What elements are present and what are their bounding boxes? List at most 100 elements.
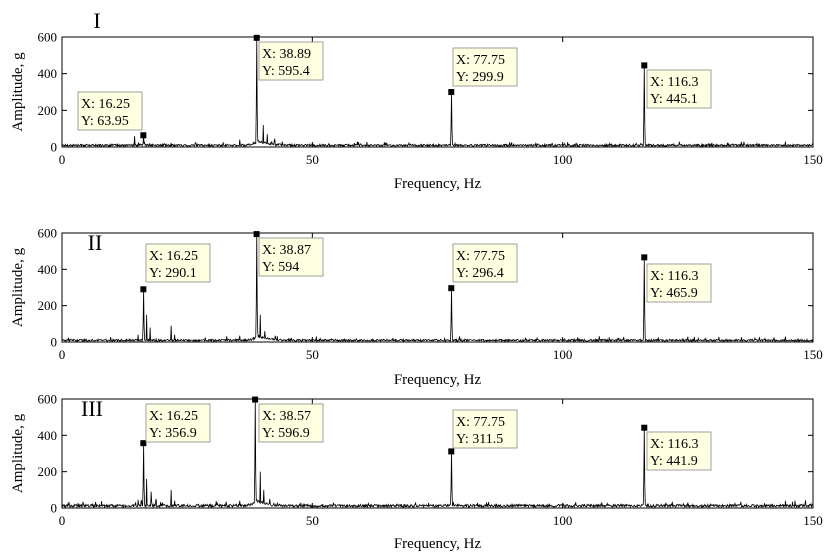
datatip[interactable]: X: 77.75 Y: 299.9: [452, 47, 518, 87]
peak-marker[interactable]: [252, 396, 259, 403]
y-tick-label: 400: [38, 66, 58, 81]
y-tick-label: 0: [51, 501, 58, 516]
panel-2: 0 50 100 150 0 200 400 600 Frequency, Hz Amplitud…: [10, 226, 823, 389]
plot-area: [61, 36, 814, 148]
peak-marker[interactable]: [140, 440, 147, 447]
y-axis-label: Amplitude, g: [10, 52, 26, 132]
peak-marker[interactable]: [641, 424, 648, 431]
panel-3: 0 50 100 150 0 200 400 600 Frequency, Hz Amplitud…: [10, 392, 823, 552]
datatip-x: X: 77.75: [456, 53, 505, 68]
y-tick-label: 400: [38, 262, 58, 277]
datatip-x: X: 16.25: [149, 409, 198, 424]
x-tick-label: 150: [803, 513, 823, 528]
peak-marker[interactable]: [448, 89, 455, 96]
datatip[interactable]: X: 16.25 Y: 63.95: [77, 91, 143, 131]
datatip-y: Y: 594: [262, 260, 299, 275]
datatip-box: [258, 237, 324, 277]
x-tick-label: 150: [803, 152, 823, 167]
x-tick-label: 100: [553, 152, 573, 167]
plot-area: [61, 398, 814, 509]
datatip-box: [452, 243, 518, 283]
x-axis-label: Frequency, Hz: [394, 176, 482, 192]
peak-marker[interactable]: [641, 254, 648, 261]
datatip[interactable]: X: 77.75 Y: 311.5: [452, 409, 518, 449]
y-tick-label: 200: [38, 298, 58, 313]
y-tick-label: 600: [38, 226, 58, 241]
datatip-y: Y: 596.9: [262, 426, 310, 441]
datatip-box: [145, 403, 211, 443]
x-axis-label: Frequency, Hz: [394, 372, 482, 388]
y-tick-label: 200: [38, 103, 58, 118]
datatip[interactable]: X: 16.25 Y: 290.1: [145, 243, 211, 283]
peak-marker[interactable]: [448, 285, 455, 292]
x-tick-label: 0: [59, 152, 66, 167]
datatip[interactable]: X: 116.3 Y: 465.9: [646, 263, 712, 303]
datatip-box: [77, 91, 143, 131]
peak-marker[interactable]: [140, 132, 147, 139]
x-tick-label: 50: [306, 152, 319, 167]
x-tick-label: 100: [553, 347, 573, 362]
datatip-y: Y: 63.95: [81, 114, 129, 129]
datatip-y: Y: 311.5: [456, 432, 503, 447]
datatip-box: [452, 47, 518, 87]
panel-1: 0 50 100 150 0 200 400 600 Frequency, Hz Amplitud…: [10, 8, 823, 192]
datatip-x: X: 38.57: [262, 409, 311, 424]
datatip-x: X: 77.75: [456, 415, 505, 430]
datatip-x: X: 77.75: [456, 249, 505, 264]
datatip-x: X: 38.89: [262, 47, 311, 62]
datatip-x: X: 116.3: [650, 437, 698, 452]
panel-label: II: [88, 230, 103, 255]
datatip-box: [145, 243, 211, 283]
datatip[interactable]: X: 77.75 Y: 296.4: [452, 243, 518, 283]
datatip-y: Y: 356.9: [149, 426, 197, 441]
datatip[interactable]: X: 38.89 Y: 595.4: [258, 41, 324, 81]
datatip-y: Y: 441.9: [650, 454, 698, 469]
datatip[interactable]: X: 38.57 Y: 596.9: [258, 403, 324, 443]
datatip[interactable]: X: 38.87 Y: 594: [258, 237, 324, 277]
datatip-box: [258, 403, 324, 443]
x-axis-label: Frequency, Hz: [394, 536, 482, 552]
peak-marker[interactable]: [641, 62, 648, 69]
peak-marker[interactable]: [253, 34, 260, 41]
x-tick-label: 100: [553, 513, 573, 528]
y-tick-label: 200: [38, 464, 58, 479]
peak-marker[interactable]: [140, 286, 147, 293]
x-tick-label: 50: [306, 513, 319, 528]
datatip[interactable]: X: 116.3 Y: 441.9: [646, 431, 712, 471]
datatip-y: Y: 595.4: [262, 64, 310, 79]
datatip-y: Y: 445.1: [650, 92, 698, 107]
datatip-box: [258, 41, 324, 81]
peak-marker[interactable]: [448, 448, 455, 455]
y-axis-label: Amplitude, g: [10, 413, 26, 493]
y-axis-label: Amplitude, g: [10, 247, 26, 327]
plot-area: [61, 232, 814, 343]
x-tick-label: 150: [803, 347, 823, 362]
x-tick-label: 50: [306, 347, 319, 362]
y-tick-label: 600: [38, 392, 58, 407]
datatip-box: [646, 263, 712, 303]
datatip-box: [646, 431, 712, 471]
y-tick-label: 400: [38, 428, 58, 443]
datatip-box: [646, 69, 712, 109]
y-tick-label: 0: [51, 335, 58, 350]
datatip-x: X: 116.3: [650, 75, 698, 90]
peak-marker[interactable]: [253, 231, 260, 238]
x-tick-label: 0: [59, 347, 66, 362]
datatip-x: X: 38.87: [262, 243, 311, 258]
datatip-y: Y: 290.1: [149, 266, 197, 281]
datatip[interactable]: X: 16.25 Y: 356.9: [145, 403, 211, 443]
datatip-y: Y: 296.4: [456, 266, 504, 281]
datatip-x: X: 16.25: [149, 249, 198, 264]
spectrum-line: [61, 37, 814, 148]
panel-label: I: [93, 8, 100, 33]
spectrum-line: [61, 399, 814, 509]
y-tick-label: 600: [38, 30, 58, 45]
spectrum-line: [61, 234, 814, 343]
panel-label: III: [81, 396, 103, 421]
datatip-y: Y: 299.9: [456, 70, 504, 85]
datatip[interactable]: X: 116.3 Y: 445.1: [646, 69, 712, 109]
datatip-box: [452, 409, 518, 449]
datatip-x: X: 16.25: [81, 97, 130, 112]
datatip-y: Y: 465.9: [650, 286, 698, 301]
